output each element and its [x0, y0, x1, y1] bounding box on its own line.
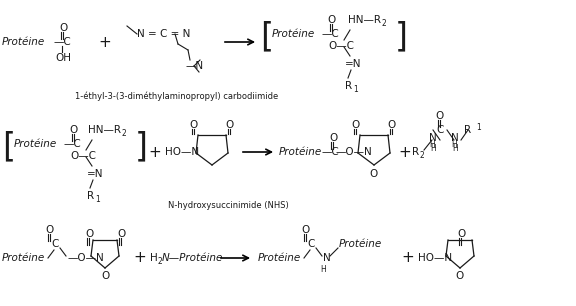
Text: O: O	[370, 169, 378, 179]
Text: R: R	[87, 191, 94, 201]
Text: R: R	[345, 81, 352, 91]
Text: O: O	[302, 225, 310, 235]
Text: —O—N: —O—N	[67, 253, 104, 263]
Text: O: O	[388, 120, 396, 130]
Text: H: H	[452, 144, 458, 152]
Text: 1-éthyl-3-(3-diméthylaminopropyl) carbodiimide: 1-éthyl-3-(3-diméthylaminopropyl) carbod…	[75, 91, 278, 101]
Text: O: O	[436, 111, 444, 121]
Text: O: O	[226, 120, 234, 130]
Text: Protéine: Protéine	[2, 253, 46, 263]
Text: O: O	[117, 229, 125, 239]
Text: +: +	[149, 144, 161, 159]
Text: O: O	[352, 120, 360, 130]
Text: 2: 2	[121, 129, 126, 137]
Text: Protéine: Protéine	[258, 253, 301, 263]
Text: O: O	[101, 271, 109, 281]
Text: Protéine: Protéine	[2, 37, 46, 47]
Text: H: H	[451, 140, 457, 148]
Text: R: R	[412, 147, 419, 157]
Text: ]: ]	[135, 130, 148, 163]
Text: 1: 1	[95, 195, 100, 203]
Text: C: C	[436, 125, 444, 135]
Text: HO—N: HO—N	[165, 147, 199, 157]
Text: HN—R: HN—R	[348, 15, 381, 25]
Text: —C: —C	[322, 147, 340, 157]
Text: H: H	[430, 144, 436, 152]
Text: —C: —C	[321, 29, 339, 39]
Text: O: O	[70, 125, 78, 135]
Text: H: H	[150, 253, 158, 263]
Text: O: O	[46, 225, 54, 235]
Text: +: +	[98, 35, 111, 50]
Text: N: N	[323, 253, 331, 263]
Text: O—C: O—C	[328, 41, 354, 51]
Text: —C: —C	[63, 139, 81, 149]
Text: =N: =N	[87, 169, 104, 179]
Text: 2: 2	[381, 18, 386, 28]
Text: O: O	[85, 229, 93, 239]
Text: O: O	[457, 229, 465, 239]
Text: C: C	[51, 239, 59, 249]
Text: R: R	[464, 125, 472, 135]
Text: —O—N: —O—N	[335, 147, 372, 157]
Text: 2: 2	[157, 256, 162, 266]
Text: O: O	[59, 23, 67, 33]
Text: C: C	[308, 239, 314, 249]
Text: 2: 2	[420, 151, 425, 159]
Text: HN—R: HN—R	[88, 125, 121, 135]
Text: +: +	[399, 144, 411, 159]
Text: Protéine: Protéine	[272, 29, 315, 39]
Text: O: O	[456, 271, 464, 281]
Text: H: H	[320, 266, 326, 274]
Text: O: O	[328, 15, 336, 25]
Text: N—Protéine: N—Protéine	[162, 253, 223, 263]
Text: OH: OH	[55, 53, 71, 63]
Text: 1: 1	[353, 84, 358, 94]
Text: —C: —C	[53, 37, 71, 47]
Text: [: [	[2, 130, 15, 163]
Text: Protéine: Protéine	[339, 239, 382, 249]
Text: H: H	[429, 140, 435, 148]
Text: O—C: O—C	[70, 151, 96, 161]
Text: O: O	[329, 133, 337, 143]
Text: [: [	[260, 21, 273, 54]
Text: +: +	[401, 251, 414, 266]
Text: +: +	[134, 251, 146, 266]
Text: —N: —N	[186, 61, 204, 71]
Text: HO—N: HO—N	[418, 253, 452, 263]
Text: N: N	[451, 133, 459, 143]
Text: =N: =N	[345, 59, 362, 69]
Text: ]: ]	[395, 21, 408, 54]
Text: N = C = N: N = C = N	[137, 29, 191, 39]
Text: N: N	[429, 133, 437, 143]
Text: N-hydroxysuccinimide (NHS): N-hydroxysuccinimide (NHS)	[168, 201, 289, 211]
Text: O: O	[190, 120, 198, 130]
Text: 1: 1	[476, 122, 481, 132]
Text: Protéine: Protéine	[14, 139, 57, 149]
Text: Protéine: Protéine	[279, 147, 322, 157]
